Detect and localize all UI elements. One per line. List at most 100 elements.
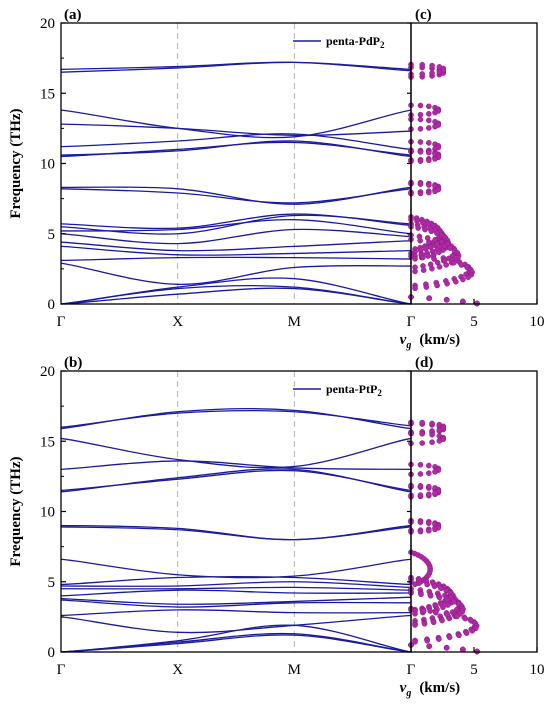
panel-b-vg-point	[419, 440, 426, 446]
panel-b-bands	[61, 408, 411, 652]
panel-a-y-tick-label: 5	[48, 227, 56, 243]
panel-b-band-13	[61, 589, 411, 597]
panel-a-vg-point	[425, 253, 431, 259]
phonon-panel-pdp2: 0 5 10 15 20 Γ X M Γ 5 10 vg (km/s) Frequency (THz) (a…	[8, 7, 545, 351]
panel-a-vg-panel-letter: (c)	[415, 7, 432, 23]
panel-b-vg-point	[421, 620, 428, 627]
panel-b-k-point-label: Γ	[57, 662, 66, 678]
panel-a-vg-point	[417, 149, 424, 155]
panel-b-vg-point	[424, 581, 430, 588]
panel-b-band-10	[61, 575, 411, 586]
panel-a-band-1	[61, 61, 411, 73]
panel-b-vg-point	[416, 580, 423, 586]
panel-a-vg-point	[419, 61, 426, 68]
panel-b-vg-x-tick-label: 5	[470, 662, 478, 678]
panel-b-band-8	[61, 526, 411, 541]
panel-b-vg-point	[444, 596, 451, 603]
panel-a-vg-point	[412, 285, 418, 292]
panel-b-vg-point	[426, 520, 432, 526]
panel-b-vg-point	[469, 628, 476, 634]
panel-a-k-point-label: Γ	[407, 314, 416, 330]
panel-a-band-2	[61, 61, 411, 72]
panel-a-vg-point	[444, 280, 450, 287]
panel-b-vg-point	[432, 490, 438, 496]
panel-a-band-20	[61, 287, 411, 304]
panel-b-vg-point	[426, 643, 433, 650]
panel-b-vg-point	[456, 632, 462, 639]
panel-b-vg-point	[426, 527, 432, 534]
panel-b-vg-point	[417, 482, 424, 489]
panel-b-y-tick-label: 0	[48, 645, 56, 661]
panel-a-vg-point	[436, 249, 442, 256]
panel-b-vg-point	[412, 610, 418, 617]
panel-b-vg-xlabel: vg (km/s)	[400, 680, 461, 699]
panel-a-vg-point	[426, 182, 432, 188]
panel-a-y-tick-label: 10	[40, 157, 55, 173]
panel-b-vg-point	[432, 526, 438, 533]
panel-a-vg-point	[436, 264, 443, 270]
panel-a-vg-point	[423, 284, 430, 290]
panel-a-vg-point	[426, 189, 432, 196]
panel-a-vg-point	[417, 190, 424, 197]
panel-a-vg-point	[436, 69, 443, 75]
panel-a-vg-point	[431, 256, 437, 262]
panel-a-vg-point	[453, 278, 459, 285]
panel-b-band-6	[61, 469, 411, 492]
panel-b-vg-point	[429, 420, 435, 427]
panel-a-vg-point	[458, 262, 465, 268]
panel-a-vg-point	[426, 103, 432, 110]
panel-a-band-15	[61, 245, 411, 256]
panel-a-k-point-label: Γ	[57, 314, 66, 330]
panel-a-vg-point	[432, 188, 438, 195]
panel-a-vg-point	[419, 71, 426, 77]
panel-a-band-17	[61, 262, 411, 285]
panel-b-vg-point	[443, 644, 450, 651]
panel-a-y-tick-label: 15	[40, 86, 55, 102]
panel-a-vg-x-tick-label: 10	[530, 314, 545, 330]
panel-a-legend-sub: 2	[380, 40, 385, 50]
panel-a-vg-point	[426, 117, 432, 124]
panel-b-band-12	[61, 586, 411, 591]
panel-a-panel-letter: (a)	[64, 7, 82, 23]
panel-b-vg-x-tick-label: 10	[530, 662, 545, 678]
panel-b-vg-point	[436, 426, 443, 433]
panel-b-vg-point	[432, 469, 438, 475]
panel-a-vg-point	[426, 125, 432, 131]
panel-b-vg-point	[431, 583, 438, 590]
panel-a-vg-point	[465, 274, 471, 280]
panel-a-vg-point	[434, 282, 440, 289]
panel-b-band-20	[61, 634, 411, 652]
panel-b-vg-point	[424, 637, 430, 644]
panel-a-band-16	[61, 256, 411, 262]
panel-a-vg-point	[415, 225, 421, 231]
panel-a-band-19	[61, 284, 411, 304]
panel-a-vg-point	[417, 116, 424, 123]
panel-b-vg-point	[445, 602, 451, 608]
panel-a-ylabel: Frequency (THz)	[8, 108, 24, 218]
panel-b-k-point-label: X	[172, 662, 183, 678]
panel-b-vg-point	[462, 615, 468, 622]
panel-b-ylabel: Frequency (THz)	[8, 456, 24, 566]
panel-a-vg-point	[422, 226, 428, 233]
panel-b-band-19	[61, 632, 411, 652]
panel-b-vg-point	[438, 585, 444, 592]
panel-b-y-tick-label: 20	[40, 364, 55, 380]
panel-b-vg-point	[436, 594, 443, 601]
panel-a-vg-point	[434, 230, 440, 237]
panel-a-vg-point	[412, 255, 418, 262]
panel-b-k-point-label: Γ	[407, 662, 416, 678]
panel-b-vg-point	[433, 609, 439, 616]
panel-b-vg-point	[426, 483, 432, 490]
panel-a-k-point-label: M	[288, 314, 301, 330]
panel-b-vg-point	[417, 492, 424, 498]
panel-b-vg-point	[444, 611, 450, 618]
panel-b-vg-point	[427, 608, 434, 614]
panel-a-k-point-label: X	[172, 314, 183, 330]
panel-b-vg-xlabel-v: v	[400, 680, 407, 696]
panel-b-vg-point	[418, 591, 424, 598]
panel-a-vg-point	[412, 268, 418, 275]
panel-a-y-tick-label: 0	[48, 297, 56, 313]
panel-b-vg-panel-letter: (d)	[415, 355, 433, 371]
panel-a-vg-point	[426, 239, 432, 245]
panel-b-legend-name: penta-PtP	[326, 382, 377, 396]
